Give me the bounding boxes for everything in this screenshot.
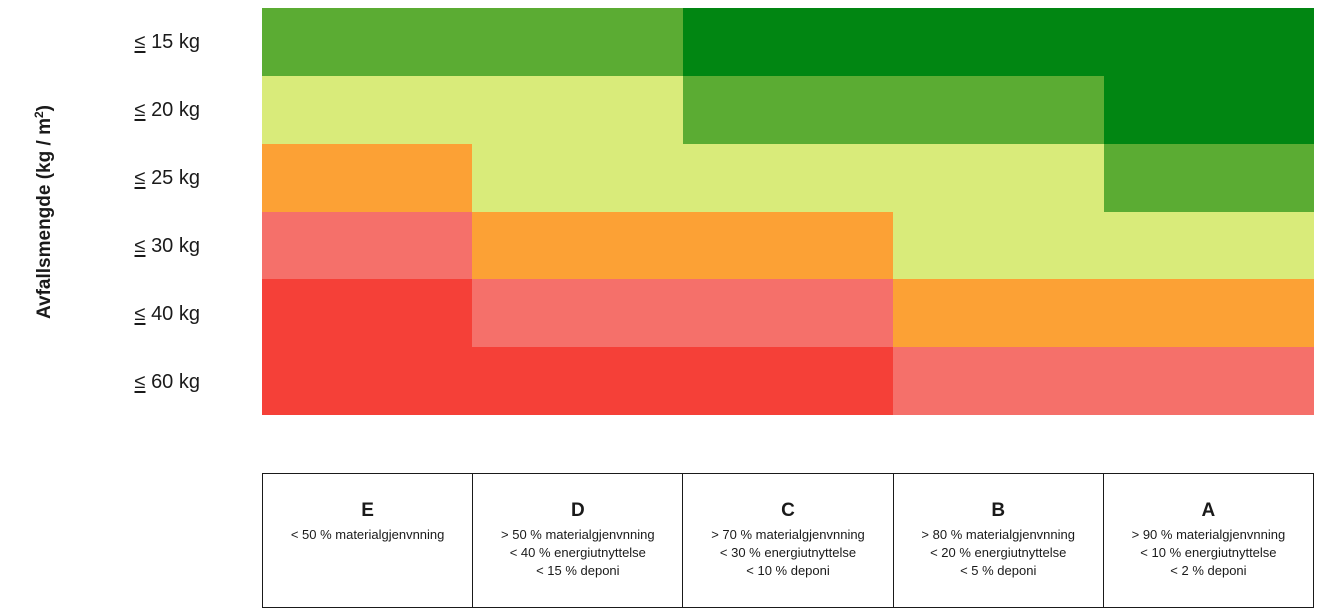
class-criterion: < 10 % deponi bbox=[746, 563, 830, 578]
heatmap-cell bbox=[262, 8, 473, 77]
heatmap-cell bbox=[682, 75, 894, 145]
heatmap-cell bbox=[893, 279, 1105, 348]
class-criterion: < 5 % deponi bbox=[960, 563, 1037, 578]
class-criterion: < 20 % energiutnyttelse bbox=[930, 545, 1067, 560]
heatmap-cell bbox=[682, 211, 894, 280]
class-letter: D bbox=[570, 500, 585, 521]
heatmap-cell bbox=[472, 75, 684, 145]
class-letter: E bbox=[361, 500, 374, 521]
y-axis-label: Avfallsmengde (kg / m2) bbox=[31, 105, 56, 319]
class-box: D > 50 % materialgjenvnning < 40 % energiu… bbox=[472, 474, 682, 607]
class-box: E < 50 % materialgjenvnning bbox=[263, 474, 472, 607]
class-box: A > 90 % materialgjenvnning < 10 % energiu… bbox=[1102, 474, 1313, 607]
heatmap-cell bbox=[682, 279, 894, 348]
class-box: B > 80 % materialgjenvnning < 20 % energiu… bbox=[892, 474, 1103, 607]
row-label: ≤ 15 kg bbox=[134, 31, 200, 53]
heatmap-cell bbox=[893, 75, 1105, 145]
heatmap-cell bbox=[1103, 8, 1315, 77]
class-criterion: < 50 % materialgjenvnning bbox=[290, 527, 445, 542]
class-criterion: > 50 % materialgjenvnning bbox=[501, 527, 655, 542]
row-label: ≤ 25 kg bbox=[134, 167, 200, 189]
heatmap-cell bbox=[893, 211, 1105, 280]
heatmap-cell bbox=[893, 8, 1105, 77]
class-criterion: < 30 % energiutnyttelse bbox=[719, 545, 857, 560]
row-label: ≤ 20 kg bbox=[134, 99, 200, 121]
heatmap-cell bbox=[1103, 143, 1315, 212]
class-criterion: > 80 % materialgjenvnning bbox=[921, 527, 1075, 542]
class-legend: E < 50 % materialgjenvnning D > 50 % materi… bbox=[262, 473, 1314, 608]
heatmap-grid bbox=[262, 8, 1315, 416]
heatmap-cell bbox=[1103, 279, 1315, 348]
class-criterion: < 40 % energiutnyttelse bbox=[509, 545, 646, 560]
heatmap-cell bbox=[1103, 211, 1315, 280]
heatmap-cell bbox=[893, 347, 1105, 416]
heatmap-cell bbox=[262, 75, 473, 145]
class-criterion: > 70 % materialgjenvnning bbox=[711, 527, 865, 542]
class-letter: C bbox=[781, 500, 795, 521]
class-box: C > 70 % materialgjenvnning < 30 % energiu… bbox=[682, 474, 892, 607]
heatmap-cell bbox=[682, 143, 894, 212]
class-criterion: < 2 % deponi bbox=[1170, 563, 1247, 578]
heatmap-cell bbox=[262, 143, 473, 212]
heatmap-cell bbox=[682, 8, 894, 77]
heatmap-cell bbox=[262, 347, 473, 416]
row-label: ≤ 40 kg bbox=[134, 303, 200, 325]
row-label: ≤ 60 kg bbox=[134, 371, 200, 393]
class-letter: A bbox=[1201, 500, 1216, 521]
class-criterion: < 10 % energiutnyttelse bbox=[1140, 545, 1277, 560]
class-criterion: < 15 % deponi bbox=[536, 563, 620, 578]
heatmap-cell bbox=[472, 211, 684, 280]
heatmap-cell bbox=[262, 279, 473, 348]
heatmap-cell bbox=[1103, 347, 1315, 416]
heatmap-cell bbox=[472, 143, 684, 212]
row-label: ≤ 30 kg bbox=[134, 235, 200, 257]
heatmap-cell bbox=[682, 347, 894, 416]
heatmap-cell bbox=[472, 8, 684, 77]
heatmap-cell bbox=[472, 279, 684, 348]
heatmap-cell bbox=[893, 143, 1105, 212]
class-letter: B bbox=[991, 500, 1006, 521]
class-criterion: > 90 % materialgjenvnning bbox=[1131, 527, 1286, 542]
heatmap-cell bbox=[1103, 75, 1315, 145]
heatmap-cell bbox=[262, 211, 473, 280]
heatmap-cell bbox=[472, 347, 684, 416]
